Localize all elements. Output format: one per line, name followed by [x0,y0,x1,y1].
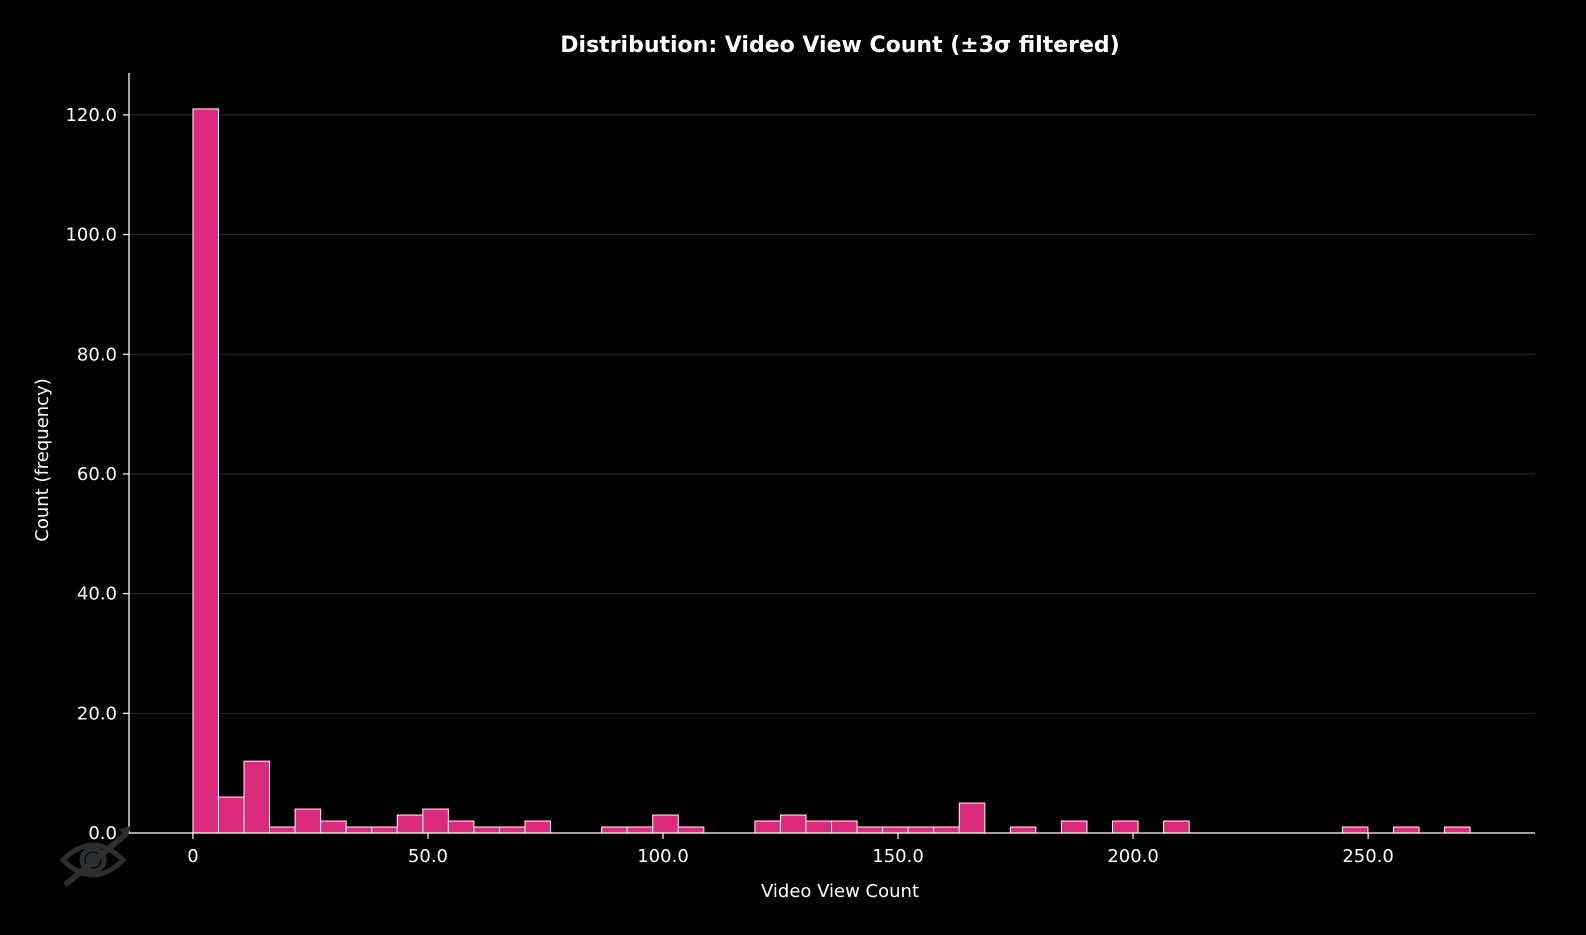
x-tick-label: 250.0 [1342,846,1394,867]
histogram-bar [269,826,296,834]
histogram-bar [422,808,449,834]
y-tick-label: 80.0 [77,344,117,365]
x-tick-label: 100.0 [637,846,689,867]
histogram-bar [933,826,960,834]
histogram-bar [856,826,884,834]
bars [192,108,1471,834]
histogram-bar [1392,826,1420,834]
histogram-bar [1112,820,1139,834]
histogram-bar [371,826,398,834]
histogram-bar [1341,826,1369,834]
histogram-bar [1444,826,1471,834]
histogram-bar [498,826,526,834]
y-tick-label: 120.0 [65,105,117,126]
histogram-bar [958,802,986,834]
x-tick-label: 150.0 [872,846,924,867]
histogram-bar [677,826,705,834]
histogram-bar [907,826,935,834]
histogram-bar [524,820,552,834]
histogram-bar [1163,820,1190,834]
chart-title: Distribution: Video View Count (±3σ filt… [560,33,1119,58]
histogram-bar [1060,820,1088,834]
y-tick-label: 60.0 [77,464,117,485]
y-ticks: 0.0 20.0 40.0 60.0 80.0 100.0 120.0 [65,105,129,844]
histogram-bar [754,820,781,834]
histogram-bar [192,108,219,834]
eye-slash-icon [59,826,131,888]
x-ticks: 0 50.0 100.0 150.0 200.0 250.0 [187,833,1394,867]
histogram-bar [601,826,628,834]
x-axis-label: Video View Count [761,881,919,902]
histogram-bar [345,826,373,834]
histogram-bar [396,814,424,834]
histogram-bar [626,826,654,834]
axes [128,73,1535,834]
y-tick-label: 20.0 [77,703,117,724]
histogram-bar [217,796,245,834]
histogram-bar [294,808,322,834]
y-tick-label: 100.0 [65,225,117,246]
histogram-bar [831,820,858,834]
histogram-bar [779,814,807,834]
grid-lines [129,114,1535,714]
histogram-bar [243,760,271,834]
x-tick-label: 50.0 [408,846,448,867]
histogram-bar [1009,826,1037,834]
histogram-bar [882,826,909,834]
x-tick-label: 200.0 [1107,846,1159,867]
histogram-bar [447,820,475,834]
histogram-bar [320,820,347,834]
histogram-bar [652,814,679,834]
y-tick-label: 40.0 [77,584,117,605]
histogram-bar [473,826,500,834]
y-tick-label: 0.0 [88,823,117,844]
x-tick-label: 0 [187,846,198,867]
y-axis-label: Count (frequency) [32,378,53,542]
histogram-bar [805,820,833,834]
